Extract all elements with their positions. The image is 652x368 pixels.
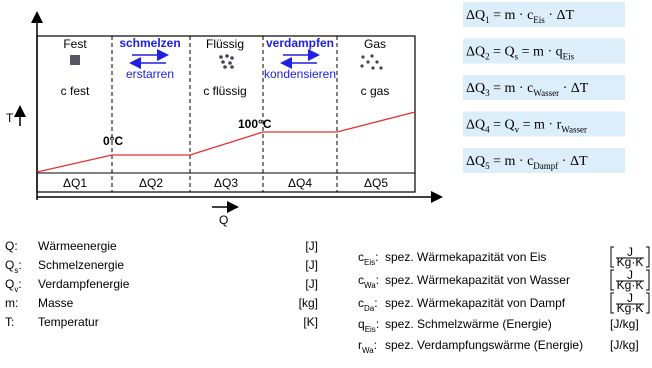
legend-unit: [K] (303, 315, 318, 329)
heat-segment: ΔQ2 (139, 176, 163, 190)
subscript: Wa (362, 346, 374, 355)
text-part: = Q (490, 45, 515, 60)
heat-capacity: c fest (61, 84, 90, 98)
formula: ΔQ2 = Qs = m · qEis (466, 45, 575, 62)
legend-unit: [J] (305, 239, 318, 253)
legend-unit: [J] (305, 277, 318, 291)
subscript: Wasser (561, 125, 587, 135)
legend-text: Verdampfenergie (38, 277, 130, 291)
text-part: Q (5, 277, 14, 291)
heating-curve (37, 112, 415, 172)
axis-label: Q (219, 213, 228, 227)
text-part: : (374, 338, 377, 352)
text-part: Q: (5, 239, 18, 253)
heat-capacity: c flüssig (203, 84, 246, 98)
formula: ΔQ1 = m · cEis · ΔT (466, 8, 574, 25)
text-part: : (18, 277, 21, 291)
legend-text: spez. Schmelzwärme (Energie) (385, 317, 552, 331)
sheet: Fest c fest Flüssig c flüssig Gas c gas schmel… (0, 0, 652, 368)
text-part: = Q (490, 118, 515, 133)
subscript: Wa (364, 281, 376, 290)
text-part: · ΔT (558, 154, 588, 169)
subscript: Dampf (533, 161, 558, 171)
text-part: · ΔT (545, 8, 575, 23)
subscript: Wasser (533, 88, 559, 98)
text-part: · ΔT (559, 81, 589, 96)
legend-text: Schmelzenergie (38, 258, 124, 272)
legend-text: Masse (38, 296, 74, 310)
subscript: Eis (563, 52, 575, 62)
text-part: = m · c (490, 8, 534, 23)
legend-text: spez. Wärmekapazität von Wasser (385, 273, 570, 287)
text-part: = m · q (518, 45, 562, 60)
text-part: = m · c (490, 81, 534, 96)
formula: m: (5, 296, 18, 310)
text-part: = m · c (490, 154, 534, 169)
formula: rWa: (358, 338, 377, 355)
text-part: q (358, 317, 365, 331)
transition: erstarren (126, 67, 174, 81)
formula: cWa: (358, 273, 379, 290)
text-part: ΔQ (466, 8, 485, 23)
subscript: Eis (364, 258, 375, 267)
formula: Qv: (5, 277, 22, 294)
phase-dividers (112, 36, 337, 192)
legend-unit: [J/kg] (610, 317, 639, 331)
formula: ΔQ3 = m · cWasser · ΔT (466, 81, 589, 98)
text-part: : (376, 317, 379, 331)
legend-unit: [J/kg] (610, 338, 639, 352)
heat-segment: ΔQ5 (364, 176, 388, 190)
subscript: Eis (365, 325, 376, 334)
heat-segment: ΔQ3 (214, 176, 238, 190)
text-part: T: (5, 315, 14, 329)
formula: Qs: (5, 258, 22, 275)
phase-name: Fest (63, 37, 87, 51)
text-part: Q (5, 258, 14, 272)
legend-unit: [J] (305, 258, 318, 272)
transition: verdampfen (266, 36, 334, 50)
legend-text: spez. Wärmekapazität von Eis (385, 250, 546, 264)
legend-text: spez. Verdampfungswärme (Energie) (385, 338, 583, 352)
legend-text: Temperatur (38, 315, 99, 329)
legend-text: spez. Wärmekapazität von Dampf (385, 296, 566, 310)
text-part: : (376, 273, 379, 287)
text-part: : (375, 250, 378, 264)
text-part: ΔQ (466, 154, 485, 169)
formula: qEis: (358, 317, 379, 334)
subscript: Eis (533, 15, 545, 25)
axis-label: T (6, 111, 14, 125)
formula: T: (5, 315, 14, 329)
heat-segment: ΔQ4 (288, 176, 312, 190)
transition: schmelzen (119, 36, 180, 50)
text-part: ΔQ (466, 45, 485, 60)
text-part: m: (5, 296, 18, 310)
legend-unit: [kg] (299, 296, 318, 310)
phase-name: Flüssig (206, 37, 244, 51)
transition: kondensieren (264, 67, 336, 81)
heat-capacity: c gas (361, 84, 390, 98)
formula: ΔQ5 = m · cDampf · ΔT (466, 154, 588, 171)
formula: cDa: (358, 296, 378, 313)
formula: Q: (5, 239, 18, 253)
heat-segment: ΔQ1 (63, 176, 87, 190)
text-part: = m · r (519, 118, 561, 133)
subscript: Da (364, 304, 375, 313)
unit-den: Kg·K (617, 301, 644, 315)
formula: cEis: (358, 250, 378, 267)
text-part: ΔQ (466, 118, 485, 133)
unit-den: Kg·K (617, 255, 644, 269)
temperature: 100°C (238, 117, 272, 131)
phase-name: Gas (364, 37, 386, 51)
legend-text: Wärmeenergie (38, 239, 117, 253)
frame (37, 36, 415, 192)
text-part: ΔQ (466, 81, 485, 96)
temperature: 0°C (103, 134, 123, 148)
text-part: : (18, 258, 21, 272)
unit-den: Kg·K (617, 278, 644, 292)
page: Fest c fest Flüssig c flüssig Gas c gas schmel… (0, 0, 652, 368)
text-part: : (374, 296, 377, 310)
